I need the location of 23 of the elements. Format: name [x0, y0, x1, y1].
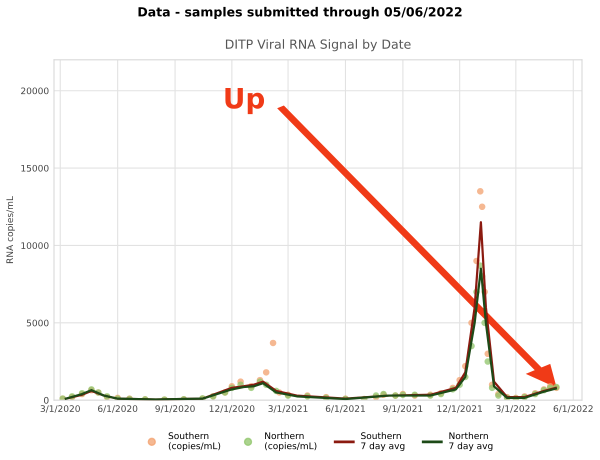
legend-label: Southern (copies/mL)	[168, 432, 220, 451]
y-tick-label: 20000	[21, 87, 49, 94]
x-tick-label: 12/1/2021	[438, 405, 482, 413]
x-tick-label: 3/1/2020	[40, 405, 80, 413]
x-tick-label: 9/1/2021	[383, 405, 422, 413]
y-tick-label: 0	[44, 396, 49, 404]
x-tick-label: 6/1/2020	[98, 405, 138, 413]
x-tick-label: 6/1/2022	[554, 405, 593, 413]
x-tick-label: 9/1/2020	[155, 405, 195, 413]
legend-label: Southern 7 day avg	[361, 432, 404, 451]
y-tick-label: 5000	[26, 320, 49, 326]
y-tick-label: 15000	[21, 164, 49, 172]
x-tick-label: 6/1/2021	[326, 405, 365, 413]
legend-label: Northern (copies/mL)	[265, 432, 316, 451]
annotation: Up	[225, 88, 264, 114]
legend-label: Northern 7 day avg	[449, 432, 492, 451]
x-tick-label: 12/1/2020	[210, 405, 254, 413]
x-tick-label: 3/1/2021	[268, 405, 308, 413]
chart-title: Data - samples submitted through 05/06/2022	[138, 6, 462, 20]
y-tick-label: 10000	[21, 242, 49, 250]
x-tick-label: 3/1/2022	[496, 405, 536, 413]
y-axis-title: RNA copies/mL	[6, 196, 15, 264]
chart-subtitle: DITP Viral RNA Signal by Date	[226, 39, 411, 52]
